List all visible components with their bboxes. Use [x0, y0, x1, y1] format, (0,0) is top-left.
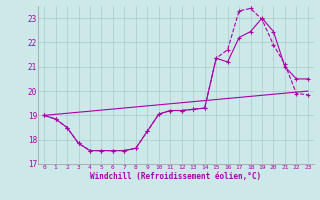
X-axis label: Windchill (Refroidissement éolien,°C): Windchill (Refroidissement éolien,°C) — [91, 172, 261, 181]
